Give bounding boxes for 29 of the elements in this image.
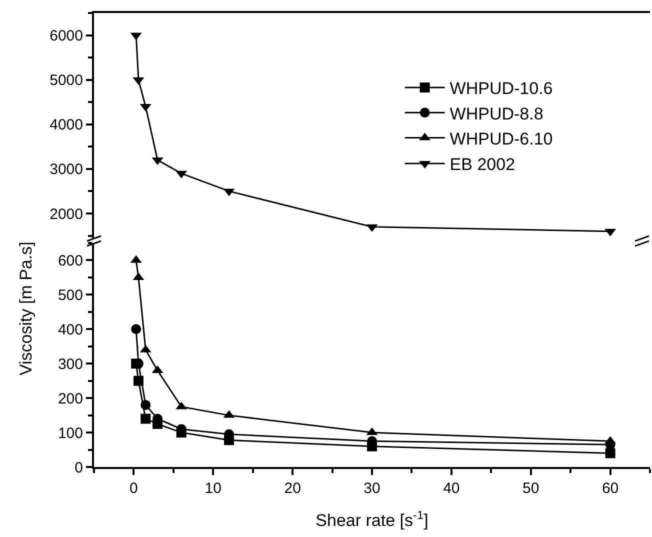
point (131, 324, 142, 334)
y-tick-label: 4000 (50, 116, 83, 134)
point (140, 414, 151, 424)
x-tick-label: 0 (130, 480, 138, 497)
y-tick-label: 400 (58, 321, 83, 338)
x-tick-label: 40 (443, 480, 460, 497)
x-axis-title: Shear rate [s$^{-1}$] (316, 508, 428, 530)
legend-label: WHPUD-10.6 (450, 79, 553, 98)
y-tick-label: 300 (58, 356, 83, 373)
legend-label: WHPUD-6.10 (450, 129, 553, 148)
point (605, 448, 616, 458)
x-tick-label: 30 (364, 480, 380, 497)
y-tick-label: 6000 (50, 28, 83, 45)
y-tick-label: 600 (58, 252, 83, 270)
x-tick-label: 10 (204, 480, 222, 497)
y-axis-title: Viscosity [m Pa.s] (16, 242, 36, 376)
x-tick-label: 20 (284, 480, 301, 497)
y-tick-label: 0 (74, 459, 83, 476)
y-tick-label: 2000 (50, 206, 83, 223)
y-tick-label: 500 (58, 286, 83, 304)
legend-label: WHPUD-8.8 (450, 104, 544, 124)
x-tick-label: 60 (602, 480, 619, 497)
x-tick-label: 50 (522, 480, 540, 497)
y-tick-label: 3000 (50, 161, 83, 178)
legend-label: EB 2002 (450, 155, 516, 174)
y-tick-label: 100 (58, 424, 83, 442)
y-tick-label: 5000 (50, 72, 83, 90)
point (140, 400, 151, 410)
y-tick-label: 200 (58, 390, 83, 408)
